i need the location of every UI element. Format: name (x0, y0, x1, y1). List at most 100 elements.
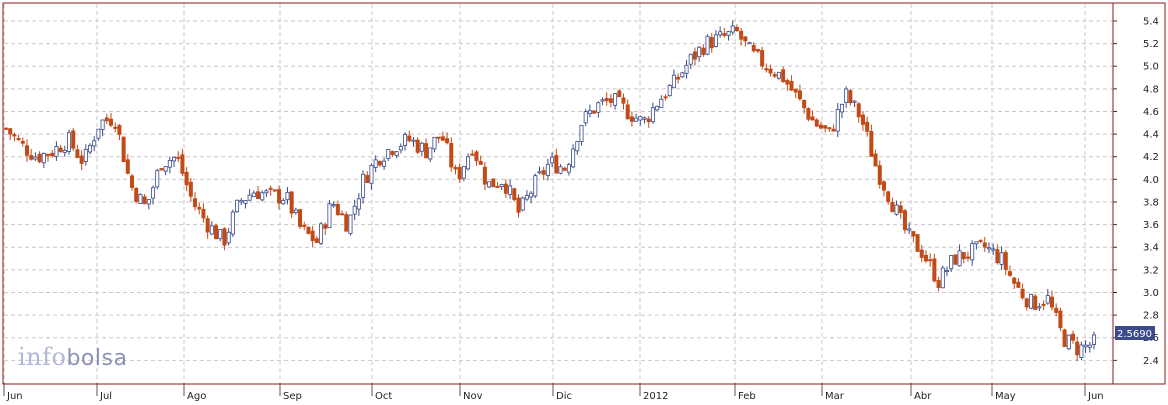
candle-body (827, 127, 832, 130)
last-price-tag: 2.5690 (1115, 326, 1155, 340)
candle-body (621, 97, 626, 104)
candle-body (965, 256, 970, 259)
candle-body (1045, 295, 1050, 304)
candle-body (155, 170, 160, 188)
candle-body (373, 159, 378, 168)
candle-body (1079, 344, 1084, 359)
candle-body (676, 76, 681, 80)
x-tick-label: Nov (463, 391, 483, 402)
candle-body (663, 96, 668, 99)
candle-body (680, 72, 685, 78)
candle-body (293, 209, 298, 214)
x-tick-label: Jun (6, 391, 23, 402)
candle-body (151, 187, 156, 199)
candle-body (793, 88, 798, 93)
candle-body (671, 74, 676, 89)
candle-body (33, 156, 38, 160)
candle-body (1087, 344, 1092, 348)
candle-body (1062, 329, 1067, 348)
candle-body (558, 166, 563, 174)
candle-body (226, 231, 231, 244)
x-tick-label: Dic (556, 391, 572, 402)
candle-body (818, 124, 823, 129)
candle-body (230, 211, 235, 235)
candle-body (1075, 341, 1080, 356)
candle-body (512, 188, 517, 200)
candle-body (625, 104, 630, 120)
candle-body (96, 128, 101, 139)
candle-body (331, 204, 336, 207)
candle-body (634, 117, 639, 122)
candle-body (650, 107, 655, 123)
candle-body (764, 68, 769, 71)
candle-body (995, 249, 1000, 264)
candle-body (440, 136, 445, 141)
candle-body (659, 98, 664, 109)
candle-body (298, 209, 303, 227)
candle-body (999, 252, 1004, 265)
x-tick-label: Oct (375, 391, 392, 402)
candle-body (550, 156, 555, 164)
candle-body (1066, 334, 1071, 350)
candle-body (377, 160, 382, 166)
candle-body (369, 164, 374, 184)
candle-body (302, 224, 307, 227)
candle-body (482, 166, 487, 185)
candle-body (823, 125, 828, 129)
candle-body (415, 139, 420, 153)
candle-body (394, 151, 399, 156)
candle-body (545, 163, 550, 176)
candle-body (260, 192, 265, 201)
candle-body (146, 199, 151, 205)
candle-body (214, 225, 219, 240)
candle-body (730, 25, 735, 33)
candle-body (319, 223, 324, 244)
candle-body (365, 174, 370, 183)
candle-body (1020, 288, 1025, 299)
candle-body (163, 166, 168, 172)
x-tick-label: Feb (738, 391, 756, 402)
y-tick-label: 5.2 (1143, 39, 1159, 50)
candle-body (403, 134, 408, 146)
candle-body (83, 148, 88, 162)
candle-body (428, 147, 433, 160)
candle-body (386, 149, 391, 159)
candle-body (797, 90, 802, 100)
candle-body (886, 191, 891, 202)
candle-body (277, 189, 282, 204)
candle-body (180, 154, 185, 174)
candle-body (256, 191, 261, 200)
candle-body (75, 149, 80, 158)
candle-body (865, 121, 870, 132)
candle-body (356, 198, 361, 210)
candle-body (478, 161, 483, 165)
candle-body (936, 280, 941, 288)
candle-body (944, 270, 949, 273)
candle-body (982, 242, 987, 248)
candle-body (121, 136, 126, 163)
y-tick-label: 4.6 (1143, 107, 1159, 118)
candle-body (495, 185, 500, 188)
candle-body (264, 190, 269, 194)
candle-body (709, 37, 714, 49)
candle-body (860, 114, 865, 125)
candle-body (701, 47, 706, 55)
candle-body (205, 218, 210, 233)
candle-body (71, 130, 76, 149)
candle-body (310, 230, 315, 242)
y-tick-label: 3.6 (1143, 220, 1159, 231)
candle-body (629, 116, 634, 122)
candle-body (445, 138, 450, 144)
candle-body (579, 125, 584, 142)
candle-body (104, 117, 109, 122)
candle-body (419, 142, 424, 152)
candle-body (575, 141, 580, 152)
candle-body (755, 49, 760, 52)
candle-body (12, 134, 17, 137)
y-tick-label: 3.4 (1143, 243, 1159, 254)
candle-body (529, 192, 534, 198)
candle-body (398, 146, 403, 151)
x-tick-label: Mar (825, 391, 845, 402)
candle-body (978, 239, 983, 242)
